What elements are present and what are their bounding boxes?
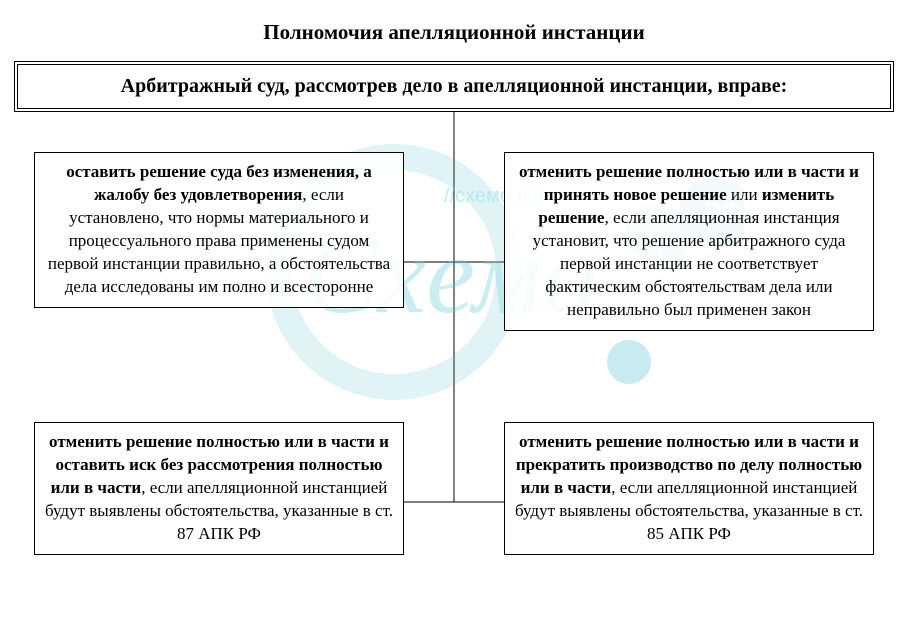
header-box: Арбитражный суд, рассмотрев дело в апелл… <box>14 61 894 112</box>
option-box-3: отменить решение полностью или в части и… <box>34 422 404 555</box>
diagram-area: Схемо //схемо.рф РФ оставить решение суд… <box>14 112 894 612</box>
option-box-1: оставить решение суда без изменения, а ж… <box>34 152 404 308</box>
option-2-mid: или <box>727 185 762 204</box>
page-title: Полномочия апелляционной инстанции <box>14 20 894 45</box>
option-box-4: отменить решение полностью или в части и… <box>504 422 874 555</box>
option-box-2: отменить решение полностью или в части и… <box>504 152 874 331</box>
